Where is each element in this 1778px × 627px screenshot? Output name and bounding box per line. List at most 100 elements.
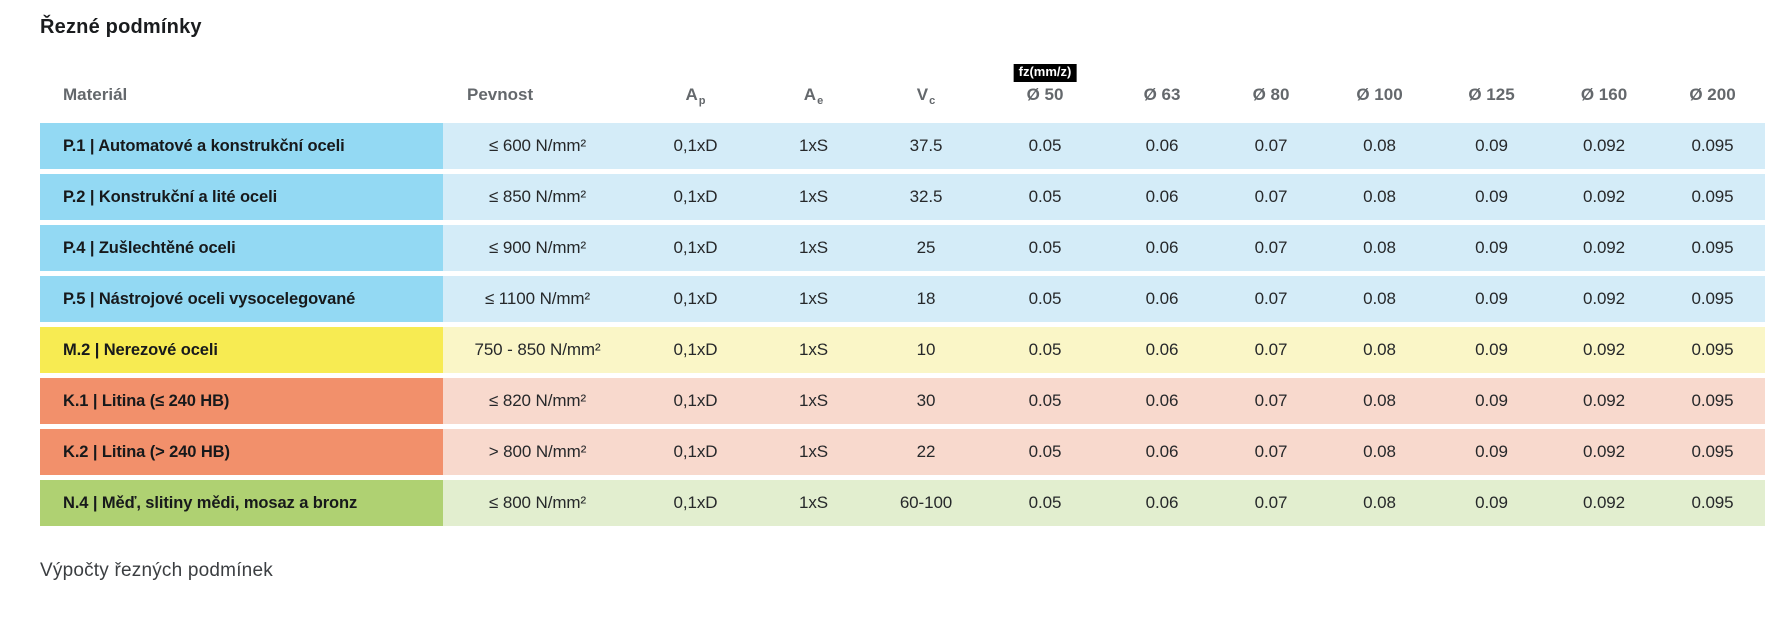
fz-cell: 0.09	[1435, 429, 1548, 475]
fz-cell: 0.06	[1106, 123, 1218, 169]
fz-cell: 0.05	[984, 225, 1106, 271]
fz-cell: 0.08	[1324, 123, 1435, 169]
vc-cell: 60-100	[868, 480, 984, 526]
material-cell: K.1 | Litina (≤ 240 HB)	[40, 378, 443, 424]
pevnost-cell: ≤ 900 N/mm²	[443, 225, 632, 271]
fz-cell: 0.05	[984, 480, 1106, 526]
table-row: M.2 | Nerezové oceli 750 - 850 N/mm² 0,1xD…	[40, 327, 1765, 373]
vc-cell: 18	[868, 276, 984, 322]
pevnost-cell: ≤ 850 N/mm²	[443, 174, 632, 220]
pevnost-cell: ≤ 600 N/mm²	[443, 123, 632, 169]
table-header-row: Materiál Pevnost Ap Ae Vc fz(mm/z) Ø 50 Ø 63 Ø 8…	[40, 57, 1765, 107]
ap-cell: 0,1xD	[632, 174, 759, 220]
vc-cell: 10	[868, 327, 984, 373]
column-header-label: Materiál	[63, 85, 128, 104]
ae-cell: 1xS	[759, 327, 868, 373]
ap-cell: 0,1xD	[632, 429, 759, 475]
table-body: P.1 | Automatové a konstrukční oceli ≤ 60…	[40, 123, 1765, 526]
page-title: Řezné podmínky	[40, 16, 202, 38]
fz-cell: 0.08	[1324, 276, 1435, 322]
fz-cell: 0.095	[1660, 378, 1765, 424]
ae-cell: 1xS	[759, 276, 868, 322]
fz-cell: 0.06	[1106, 480, 1218, 526]
column-header-label: A	[685, 85, 698, 104]
ap-cell: 0,1xD	[632, 327, 759, 373]
fz-cell: 0.05	[984, 123, 1106, 169]
vc-cell: 32.5	[868, 174, 984, 220]
fz-cell: 0.092	[1548, 123, 1660, 169]
column-header-subscript: e	[817, 95, 824, 107]
fz-cell: 0.07	[1218, 276, 1324, 322]
vc-cell: 30	[868, 378, 984, 424]
ap-cell: 0,1xD	[632, 225, 759, 271]
column-header-label: Ø 50	[1026, 85, 1064, 104]
ae-cell: 1xS	[759, 480, 868, 526]
fz-cell: 0.06	[1106, 276, 1218, 322]
fz-cell: 0.09	[1435, 378, 1548, 424]
table-row: P.5 | Nástrojové oceli vysocelegované ≤ 1…	[40, 276, 1765, 322]
fz-cell: 0.09	[1435, 276, 1548, 322]
ae-cell: 1xS	[759, 429, 868, 475]
fz-cell: 0.05	[984, 276, 1106, 322]
fz-cell: 0.07	[1218, 174, 1324, 220]
material-cell: P.4 | Zušlechtěné oceli	[40, 225, 443, 271]
column-header-v-c: Vc	[868, 85, 984, 107]
fz-cell: 0.092	[1548, 429, 1660, 475]
fz-cell: 0.09	[1435, 327, 1548, 373]
fz-cell: 0.08	[1324, 378, 1435, 424]
fz-cell: 0.05	[984, 174, 1106, 220]
fz-cell: 0.06	[1106, 378, 1218, 424]
fz-cell: 0.05	[984, 327, 1106, 373]
cutting-conditions-table: Materiál Pevnost Ap Ae Vc fz(mm/z) Ø 50 Ø 63 Ø 8…	[40, 57, 1765, 526]
fz-cell: 0.06	[1106, 174, 1218, 220]
pevnost-cell: ≤ 800 N/mm²	[443, 480, 632, 526]
cutting-conditions-page: Řezné podmínky Materiál Pevnost Ap Ae Vc fz(m…	[0, 16, 1778, 582]
section-subtitle: Výpočty řezných podmínek	[40, 560, 273, 581]
fz-cell: 0.08	[1324, 429, 1435, 475]
table-row: N.4 | Měď, slitiny mědi, mosaz a bronz ≤ …	[40, 480, 1765, 526]
ae-cell: 1xS	[759, 225, 868, 271]
ap-cell: 0,1xD	[632, 378, 759, 424]
table-row: P.4 | Zušlechtěné oceli ≤ 900 N/mm² 0,1xD 1…	[40, 225, 1765, 271]
column-header-63: Ø 63	[1106, 85, 1218, 107]
fz-unit-badge: fz(mm/z)	[1013, 64, 1077, 82]
ap-cell: 0,1xD	[632, 276, 759, 322]
column-header-80: Ø 80	[1218, 85, 1324, 107]
table-row: K.1 | Litina (≤ 240 HB) ≤ 820 N/mm² 0,1xD 1…	[40, 378, 1765, 424]
table-row: P.1 | Automatové a konstrukční oceli ≤ 60…	[40, 123, 1765, 169]
ae-cell: 1xS	[759, 378, 868, 424]
fz-cell: 0.092	[1548, 276, 1660, 322]
fz-cell: 0.095	[1660, 123, 1765, 169]
ae-cell: 1xS	[759, 123, 868, 169]
fz-cell: 0.092	[1548, 174, 1660, 220]
column-header-160: Ø 160	[1548, 85, 1660, 107]
column-header-label: Ø 200	[1689, 85, 1736, 104]
ae-cell: 1xS	[759, 174, 868, 220]
fz-cell: 0.07	[1218, 480, 1324, 526]
fz-cell: 0.095	[1660, 327, 1765, 373]
fz-cell: 0.092	[1548, 378, 1660, 424]
fz-cell: 0.05	[984, 378, 1106, 424]
pevnost-cell: ≤ 820 N/mm²	[443, 378, 632, 424]
fz-cell: 0.095	[1660, 480, 1765, 526]
ap-cell: 0,1xD	[632, 123, 759, 169]
column-header-a-e: Ae	[759, 85, 868, 107]
fz-cell: 0.092	[1548, 327, 1660, 373]
fz-cell: 0.092	[1548, 225, 1660, 271]
fz-cell: 0.095	[1660, 429, 1765, 475]
fz-cell: 0.06	[1106, 225, 1218, 271]
table-row: P.2 | Konstrukční a lité oceli ≤ 850 N/mm…	[40, 174, 1765, 220]
material-cell: P.5 | Nástrojové oceli vysocelegované	[40, 276, 443, 322]
column-header-label: Ø 160	[1580, 85, 1628, 104]
fz-cell: 0.08	[1324, 480, 1435, 526]
column-header-200: Ø 200	[1660, 85, 1765, 107]
fz-cell: 0.092	[1548, 480, 1660, 526]
pevnost-cell: ≤ 1100 N/mm²	[443, 276, 632, 322]
fz-cell: 0.05	[984, 429, 1106, 475]
column-header-label: Ø 125	[1468, 85, 1515, 104]
fz-cell: 0.09	[1435, 480, 1548, 526]
material-cell: M.2 | Nerezové oceli	[40, 327, 443, 373]
column-header-pevnost: Pevnost	[443, 85, 632, 107]
material-cell: K.2 | Litina (> 240 HB)	[40, 429, 443, 475]
fz-cell: 0.095	[1660, 276, 1765, 322]
